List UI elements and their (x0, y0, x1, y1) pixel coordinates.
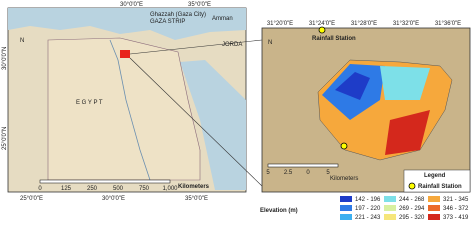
lat-label: 25°0'0"N (2, 127, 8, 150)
scale-label: 5 (266, 170, 270, 176)
legend-label: 221 - 243 (355, 215, 381, 221)
scale-label: 125 (61, 186, 72, 192)
legend-swatch (428, 214, 440, 220)
elevation-zone (385, 110, 430, 155)
legend-box (403, 169, 471, 193)
lon-label: 25°0'0"E (20, 196, 43, 202)
lon-label: 31°36'0"E (435, 21, 461, 27)
nile (109, 39, 151, 181)
north-label: N (268, 40, 272, 46)
callout-line (129, 39, 263, 55)
legend-title: Legend (424, 173, 446, 179)
egypt (47, 37, 201, 181)
legend-label: 295 - 320 (399, 215, 425, 221)
legend-label: 321 - 345 (443, 197, 469, 203)
scale-label: 750 (139, 186, 150, 192)
legend-label: 373 - 419 (443, 215, 469, 221)
scale-label: 0 (38, 186, 42, 192)
scale-bar-body (39, 179, 171, 184)
scale-bar (267, 163, 339, 168)
scale-unit: Kilometers (330, 176, 358, 182)
place-label: Ghazzah (Gaza City) (150, 12, 206, 18)
elevation-title: Elevation (m) (260, 208, 298, 214)
station-label: Rainfall Station (312, 36, 356, 42)
legend-label: 346 - 372 (443, 206, 469, 212)
scale-label: 0 (306, 170, 310, 176)
legend-swatch (340, 214, 352, 220)
lat-label: 30°0'0"N (2, 47, 8, 70)
elevation-classes: 142 - 196 197 - 220 221 - 243 244 - 268 269 … (340, 196, 469, 221)
legend-swatch (384, 205, 396, 211)
lon-labels: 31°20'0"E 31°24'0"E 31°28'0"E 31°32'0"E 31°3… (267, 21, 461, 27)
place-label: GAZA STRIP (150, 19, 185, 25)
place-label: Amman (212, 16, 233, 22)
lon-label: 30°0'0"E (102, 196, 125, 202)
place-label: JORDA (222, 42, 242, 48)
lon-label: 31°20'0"E (267, 21, 293, 27)
legend-swatch (384, 196, 396, 202)
elevation-zone (335, 72, 370, 100)
scale-unit: Kilometers (178, 184, 210, 190)
north-label: N (20, 38, 24, 44)
scale-bar: 0 125 250 500 750 1,000 (38, 179, 178, 192)
station-marker (318, 26, 326, 34)
callout-line (129, 57, 263, 187)
station-marker (340, 142, 348, 150)
legend-swatch (384, 214, 396, 220)
lon-label: 31°28'0"E (351, 21, 377, 27)
legend-swatch (340, 196, 352, 202)
scale-labels: 5 2.5 0 5 (266, 170, 330, 176)
legend-swatch (340, 205, 352, 211)
red-sea (180, 60, 246, 190)
lon-label: 35°0'0"E (188, 2, 211, 8)
legend-swatch (428, 205, 440, 211)
legend-label: 244 - 268 (399, 197, 425, 203)
scale-label: 500 (113, 186, 124, 192)
legend-label: 197 - 220 (355, 206, 381, 212)
scale-label: 1,000 (162, 186, 178, 192)
lon-label: 30°0'0"E (120, 2, 143, 8)
legend-label: Rainfall Station (418, 184, 462, 190)
lon-label: 31°24'0"E (309, 21, 335, 27)
study-area (120, 50, 130, 58)
scale-label: 2.5 (284, 170, 293, 176)
sea (8, 8, 246, 40)
legend-label: 142 - 196 (355, 197, 381, 203)
legend-swatch (428, 196, 440, 202)
lon-label: 31°32'0"E (393, 21, 419, 27)
place-label: E G Y P T (76, 100, 103, 106)
scale-label: 5 (326, 170, 330, 176)
legend-marker (408, 182, 416, 190)
legend-label: 269 - 294 (399, 206, 425, 212)
figure: N 30°0'0"E 35°0'0"E 25°0'0"E 30°0'0"E 35… (2, 2, 471, 221)
scale-label: 250 (87, 186, 98, 192)
elevation-zone (380, 66, 430, 100)
lon-label: 35°0'0"E (185, 196, 208, 202)
